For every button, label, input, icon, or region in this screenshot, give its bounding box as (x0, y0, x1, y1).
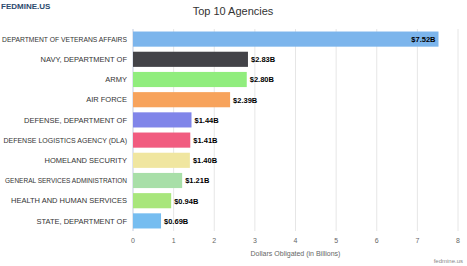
data-label: $2.39B (233, 96, 258, 105)
data-label: $1.41B (193, 136, 218, 145)
grid-line (458, 29, 459, 231)
tick-label: 4 (294, 237, 298, 244)
tick-label: 8 (456, 237, 460, 244)
category-label: DEPARTMENT OF VETERANS AFFAIRS (2, 36, 127, 43)
grid-line (336, 29, 337, 231)
bars (133, 32, 439, 229)
tick-label: 6 (375, 237, 379, 244)
data-label: $7.52B (411, 35, 436, 44)
tick-label: 2 (212, 237, 216, 244)
data-label: $0.69B (164, 217, 189, 226)
data-label: $1.40B (193, 156, 218, 165)
bar (133, 173, 182, 188)
grid-line (376, 29, 377, 231)
category-label: HEALTH AND HUMAN SERVICES (11, 196, 127, 205)
category-label: ARMY (105, 75, 127, 84)
bar (133, 193, 171, 208)
tick-label: 1 (172, 237, 176, 244)
tick-label: 5 (334, 237, 338, 244)
category-label: HOMELAND SECURITY (44, 156, 127, 165)
category-label: STATE, DEPARTMENT OF (36, 217, 127, 226)
bar (133, 32, 439, 47)
data-label: $0.94B (174, 197, 199, 206)
tick-label: 0 (131, 237, 135, 244)
category-label: GENERAL SERVICES ADMINISTRATION (5, 177, 127, 184)
data-label: $1.21B (185, 176, 210, 185)
logo: FEDMINE.US (1, 2, 51, 11)
bar (133, 153, 190, 168)
bar (133, 133, 190, 148)
footer: fedmine.us (434, 258, 463, 264)
title: Top 10 Agencies (193, 5, 274, 17)
bar (133, 72, 247, 87)
category-label: DEFENSE, DEPARTMENT OF (24, 116, 127, 125)
bar (133, 52, 248, 67)
data-label: $2.80B (250, 75, 275, 84)
bar (133, 112, 192, 127)
grid-line (417, 29, 418, 231)
axis-title: Dollars Obligated (in Billions) (251, 250, 341, 258)
chart: FEDMINE.US fedmine.us Top 10 Agencies 0 1 2 3 4… (0, 0, 467, 266)
bar (133, 92, 230, 107)
category-label: NAVY, DEPARTMENT OF (41, 55, 128, 64)
tick-label: 3 (253, 237, 257, 244)
category-label: DEFENSE LOGISTICS AGENCY (DLA) (3, 137, 127, 145)
data-label: $2.83B (251, 55, 276, 64)
data-label: $1.44B (195, 116, 220, 125)
category-label: AIR FORCE (86, 95, 127, 104)
bar (133, 213, 161, 228)
tick-label: 7 (415, 237, 419, 244)
grid-line (295, 29, 296, 231)
